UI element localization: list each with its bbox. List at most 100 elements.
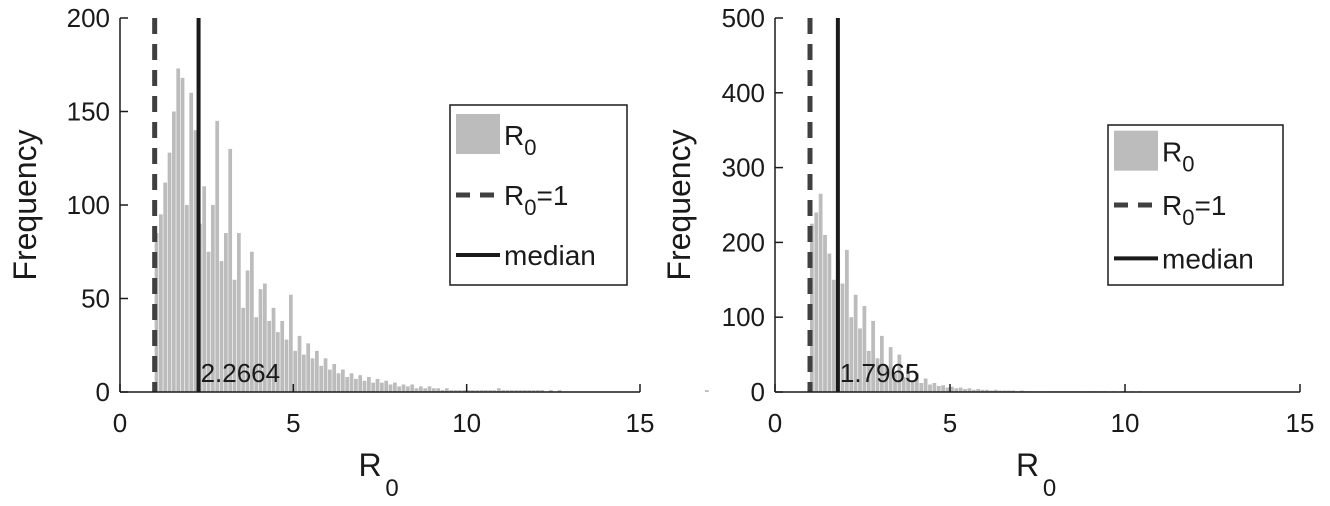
histogram-bar — [919, 383, 924, 392]
histogram-bar — [384, 380, 389, 392]
histogram-bar — [941, 385, 946, 392]
legend-label: median — [504, 240, 596, 271]
histogram-bar — [237, 233, 241, 392]
histogram-bar — [976, 389, 981, 392]
legend-label: median — [1162, 243, 1254, 274]
histogram-bar — [453, 390, 458, 392]
histogram-bar — [928, 384, 932, 392]
histogram-bar — [531, 390, 536, 392]
x-tick-label: 0 — [113, 408, 127, 438]
histogram-bar — [993, 389, 998, 392]
legend-label-main: R — [504, 180, 524, 211]
histogram-bar — [845, 249, 849, 392]
histogram-bar — [354, 378, 358, 392]
histogram-bar — [310, 358, 315, 392]
histogram-bar — [893, 373, 897, 392]
histogram-bar — [410, 384, 415, 392]
y-tick-label: 400 — [722, 78, 765, 108]
histogram-bar — [284, 339, 289, 392]
legend-label: R0 — [1162, 137, 1194, 177]
histogram-bar — [484, 390, 488, 392]
histogram-bar — [479, 390, 484, 392]
histogram-bar — [319, 365, 324, 392]
histogram-bar — [875, 358, 880, 392]
x-tick-label: 10 — [1111, 408, 1140, 438]
y-tick-label: 150 — [67, 97, 110, 127]
histogram-bar — [419, 386, 423, 392]
histogram-bar — [167, 152, 172, 392]
histogram-bar — [871, 320, 876, 392]
histogram-bar — [705, 390, 709, 392]
histogram-bar — [345, 377, 350, 392]
median-value-label: 2.2664 — [201, 358, 281, 388]
histogram-bar — [932, 383, 937, 392]
histogram-bar — [557, 390, 562, 392]
y-axis-label: Frequency — [661, 129, 697, 280]
histogram-bar — [206, 251, 211, 392]
histogram-bar — [462, 390, 467, 392]
histogram-bar — [163, 182, 168, 392]
y-tick-label: 50 — [81, 284, 110, 314]
histogram-bar — [332, 363, 337, 392]
histogram-bar — [375, 378, 380, 392]
legend-label: R0=1 — [1162, 190, 1226, 230]
y-tick-label: 100 — [722, 302, 765, 332]
histogram-bar — [466, 390, 471, 392]
histogram-bar — [963, 389, 967, 392]
histogram-bar — [302, 354, 306, 392]
histogram-bar — [367, 377, 371, 392]
histogram-bar — [492, 390, 497, 392]
histogram-bar — [306, 343, 311, 392]
y-tick-label: 0 — [96, 377, 110, 407]
histogram-bar — [915, 373, 919, 392]
y-tick-label: 0 — [751, 377, 765, 407]
histogram-bar — [818, 193, 823, 392]
histogram-bar — [397, 386, 402, 392]
x-tick-label: 15 — [626, 408, 655, 438]
histogram-bar — [945, 387, 950, 392]
histogram-bar — [906, 365, 911, 392]
legend-label-main: R — [1162, 190, 1182, 221]
histogram-bar — [371, 382, 376, 392]
histogram-bar — [497, 388, 501, 392]
histogram-bar — [449, 390, 454, 392]
histogram-bar — [814, 212, 819, 392]
histogram-bar — [849, 317, 854, 392]
legend-label-main: median — [504, 240, 596, 271]
histogram-bar — [362, 380, 367, 392]
histogram-bar — [258, 289, 263, 392]
histogram-bar — [380, 382, 384, 392]
legend-label-subscript: 0 — [1182, 205, 1194, 230]
histogram-bar — [980, 389, 985, 392]
x-tick-label: 10 — [452, 408, 481, 438]
histogram-bar — [245, 270, 250, 392]
histogram-bar — [224, 233, 228, 392]
y-tick-label: 500 — [722, 3, 765, 33]
legend-label-suffix: =1 — [536, 180, 568, 211]
median-value-label: 1.7965 — [840, 358, 920, 388]
histogram-bar — [176, 68, 181, 393]
histogram-bar — [858, 328, 862, 392]
histogram-bar — [910, 380, 915, 392]
histogram-bar — [263, 283, 267, 392]
histogram-bar — [884, 365, 889, 392]
histogram-bar — [193, 130, 198, 392]
histogram-bar — [254, 317, 259, 392]
histogram-bar — [289, 294, 293, 392]
histogram-bar — [527, 390, 532, 392]
histogram-bar — [185, 205, 189, 392]
x-axis-label: R — [1016, 447, 1039, 483]
legend-swatch-bar — [456, 114, 500, 154]
histogram-bar — [950, 386, 954, 392]
histogram-bar — [315, 350, 319, 392]
histogram-bar — [323, 358, 328, 392]
histogram-bar — [888, 347, 893, 392]
bars — [154, 68, 709, 393]
histogram-bar — [297, 335, 302, 392]
histogram-bar — [423, 388, 428, 392]
histogram-bar — [936, 386, 941, 392]
histogram-bar — [250, 251, 254, 392]
histogram-bar — [958, 387, 963, 392]
